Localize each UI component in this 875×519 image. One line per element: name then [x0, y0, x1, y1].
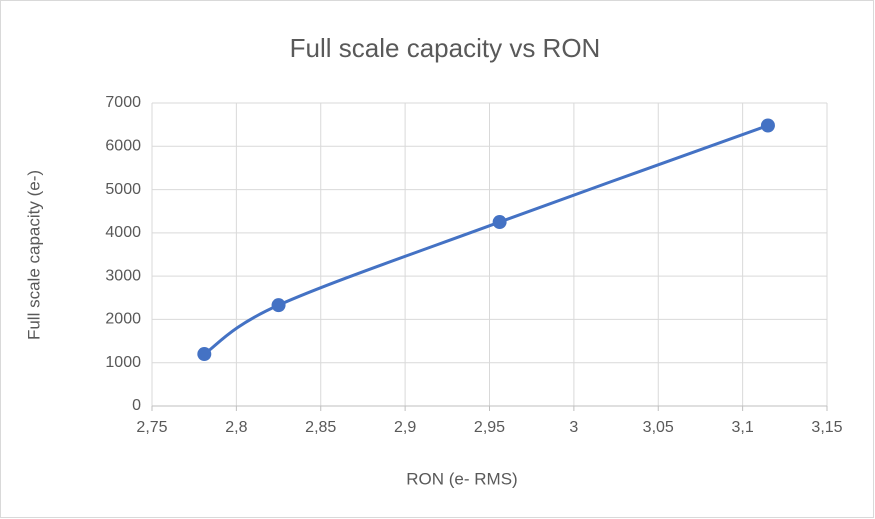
x-tick-label: 2,85 — [305, 419, 336, 436]
x-tick-label: 2,8 — [225, 419, 247, 436]
y-tick-label: 2000 — [105, 311, 141, 328]
y-tick-label: 0 — [132, 397, 141, 414]
y-tick-label: 6000 — [105, 138, 141, 155]
data-point — [492, 215, 507, 230]
x-tick-label: 3 — [569, 419, 578, 436]
x-tick-label: 2,75 — [136, 419, 167, 436]
x-tick-label: 3,1 — [732, 419, 754, 436]
y-tick-label: 3000 — [105, 267, 141, 284]
chart-title: Full scale capacity vs RON — [290, 33, 601, 63]
y-tick-label: 4000 — [105, 224, 141, 241]
x-tick-label: 3,15 — [811, 419, 842, 436]
series-line — [203, 124, 769, 356]
data-point — [271, 298, 286, 313]
y-tick-label: 5000 — [105, 181, 141, 198]
data-point — [197, 347, 212, 362]
x-tick-label: 2,9 — [394, 419, 416, 436]
y-tick-label: 1000 — [105, 354, 141, 371]
x-tick-label: 3,05 — [643, 419, 674, 436]
y-axis-title: Full scale capacity (e-) — [24, 170, 43, 340]
y-tick-label: 7000 — [105, 94, 141, 111]
x-axis-title: RON (e- RMS) — [406, 469, 517, 488]
x-tick-label: 2,95 — [474, 419, 505, 436]
data-point — [760, 118, 775, 133]
